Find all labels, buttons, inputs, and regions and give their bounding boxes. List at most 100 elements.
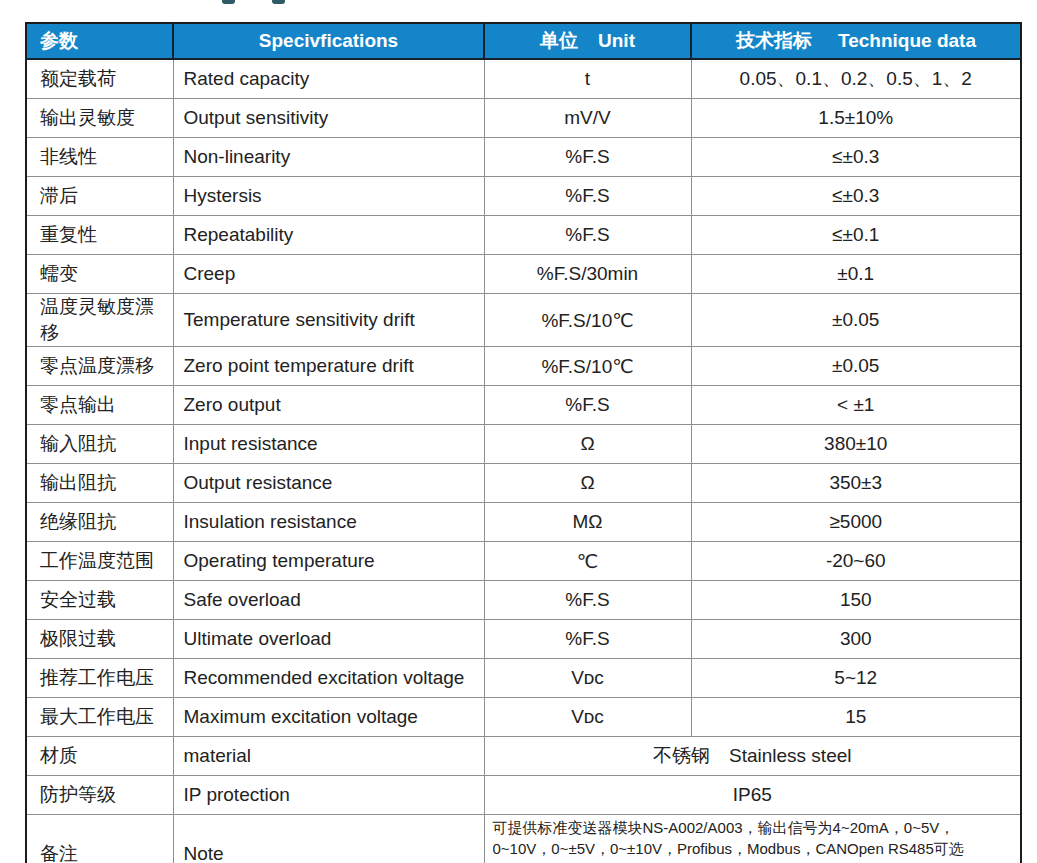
spec-sheet: 参数 Specivfications 单位 Unit 技术指标 Techniqu…: [0, 0, 1037, 863]
param-zh: 推荐工作电压: [26, 659, 173, 698]
param-zh: 极限过载: [26, 620, 173, 659]
note-text-cell: 可提供标准变送器模块NS-A002/A003，输出信号为4~20mA，0~5V，…: [484, 815, 1021, 863]
param-en: Input resistance: [173, 425, 484, 464]
table-row-creep: 蠕变 Creep %F.S/30min ±0.1: [26, 255, 1021, 294]
table-row-output-resistance: 输出阻抗 Output resistance Ω 350±3: [26, 464, 1021, 503]
param-en: Hystersis: [173, 177, 484, 216]
value-cell: 150: [691, 581, 1021, 620]
table-row-note: 备注 Note 可提供标准变送器模块NS-A002/A003，输出信号为4~20…: [26, 815, 1021, 863]
unit-cell: t: [484, 59, 691, 99]
table-row-non-linearity: 非线性 Non-linearity %F.S ≤±0.3: [26, 138, 1021, 177]
value-cell: ±0.05: [691, 347, 1021, 386]
header-param: 参数: [26, 23, 173, 59]
table-row-input-resistance: 输入阻抗 Input resistance Ω 380±10: [26, 425, 1021, 464]
unit-cell: %F.S/30min: [484, 255, 691, 294]
unit-cell: mV/V: [484, 99, 691, 138]
value-cell: 350±3: [691, 464, 1021, 503]
value-cell: ≥5000: [691, 503, 1021, 542]
param-en: Rated capacity: [173, 59, 484, 99]
table-row-material: 材质 material 不锈钢 Stainless steel: [26, 737, 1021, 776]
param-en: Ultimate overload: [173, 620, 484, 659]
value-cell: 300: [691, 620, 1021, 659]
unit-cell: %F.S: [484, 620, 691, 659]
param-en: Zero point temperature drift: [173, 347, 484, 386]
param-en: Output sensitivity: [173, 99, 484, 138]
param-en: Creep: [173, 255, 484, 294]
table-row-insulation-resistance: 绝缘阻抗 Insulation resistance MΩ ≥5000: [26, 503, 1021, 542]
param-zh: 输出灵敏度: [26, 99, 173, 138]
unit-cell: %F.S: [484, 216, 691, 255]
table-row-hysteresis: 滞后 Hystersis %F.S ≤±0.3: [26, 177, 1021, 216]
param-en: Non-linearity: [173, 138, 484, 177]
table-row-maximum-voltage: 最大工作电压 Maximum excitation voltage Vᴅᴄ 15: [26, 698, 1021, 737]
table-row-repeatability: 重复性 Repeatability %F.S ≤±0.1: [26, 216, 1021, 255]
unit-cell: Vᴅᴄ: [484, 698, 691, 737]
param-en: Safe overload: [173, 581, 484, 620]
specification-table: 参数 Specivfications 单位 Unit 技术指标 Techniqu…: [25, 22, 1022, 863]
param-zh: 零点输出: [26, 386, 173, 425]
unit-cell: %F.S: [484, 386, 691, 425]
param-en: Operating temperature: [173, 542, 484, 581]
merged-value-cell: IP65: [484, 776, 1021, 815]
table-row-recommended-voltage: 推荐工作电压 Recommended excitation voltage Vᴅ…: [26, 659, 1021, 698]
param-en: Zero output: [173, 386, 484, 425]
cropped-text-fragment: [272, 0, 285, 4]
value-cell: 380±10: [691, 425, 1021, 464]
note-line-1: 可提供标准变送器模块NS-A002/A003，输出信号为4~20mA，0~5V，: [493, 817, 1015, 838]
unit-cell: ℃: [484, 542, 691, 581]
cropped-text-fragment: [222, 0, 235, 4]
value-cell: ≤±0.3: [691, 138, 1021, 177]
param-zh: 重复性: [26, 216, 173, 255]
param-en: IP protection: [173, 776, 484, 815]
param-zh: 额定载荷: [26, 59, 173, 99]
note-line-2: 0~10V，0~±5V，0~±10V，Profibus，Modbus，CANOp…: [493, 838, 1015, 859]
value-cell: 5~12: [691, 659, 1021, 698]
table-row-output-sensitivity: 输出灵敏度 Output sensitivity mV/V 1.5±10%: [26, 99, 1021, 138]
unit-cell: MΩ: [484, 503, 691, 542]
table-header: 参数 Specivfications 单位 Unit 技术指标 Techniqu…: [26, 23, 1021, 59]
param-en: Repeatability: [173, 216, 484, 255]
param-en: Insulation resistance: [173, 503, 484, 542]
table-row-temp-sensitivity-drift: 温度灵敏度漂移 Temperature sensitivity drift %F…: [26, 294, 1021, 347]
unit-cell: %F.S: [484, 581, 691, 620]
value-cell: ±0.05: [691, 294, 1021, 347]
unit-cell: Ω: [484, 425, 691, 464]
value-cell: ≤±0.3: [691, 177, 1021, 216]
param-zh: 最大工作电压: [26, 698, 173, 737]
header-specifications: Specivfications: [173, 23, 484, 59]
unit-cell: %F.S/10℃: [484, 294, 691, 347]
table-row-ultimate-overload: 极限过载 Ultimate overload %F.S 300: [26, 620, 1021, 659]
param-en: Recommended excitation voltage: [173, 659, 484, 698]
header-unit: 单位 Unit: [484, 23, 691, 59]
unit-cell: Vᴅᴄ: [484, 659, 691, 698]
param-en: Maximum excitation voltage: [173, 698, 484, 737]
value-cell: ±0.1: [691, 255, 1021, 294]
value-cell: 15: [691, 698, 1021, 737]
param-zh: 安全过载: [26, 581, 173, 620]
table-row-zero-temp-drift: 零点温度漂移 Zero point temperature drift %F.S…: [26, 347, 1021, 386]
unit-cell: Ω: [484, 464, 691, 503]
value-cell: ≤±0.1: [691, 216, 1021, 255]
table-row-safe-overload: 安全过载 Safe overload %F.S 150: [26, 581, 1021, 620]
merged-value-cell: 不锈钢 Stainless steel: [484, 737, 1021, 776]
header-unit-zh: 单位: [540, 28, 578, 54]
param-en: Note: [173, 815, 484, 863]
value-cell: < ±1: [691, 386, 1021, 425]
header-technique-zh: 技术指标: [736, 28, 812, 54]
header-technique-en: Technique data: [838, 30, 976, 52]
unit-cell: %F.S: [484, 138, 691, 177]
param-zh: 温度灵敏度漂移: [26, 294, 173, 347]
table-row-rated-capacity: 额定载荷 Rated capacity t 0.05、0.1、0.2、0.5、1…: [26, 59, 1021, 99]
table-row-zero-output: 零点输出 Zero output %F.S < ±1: [26, 386, 1021, 425]
param-en: Temperature sensitivity drift: [173, 294, 484, 347]
param-zh: 工作温度范围: [26, 542, 173, 581]
param-zh: 蠕变: [26, 255, 173, 294]
value-cell: 0.05、0.1、0.2、0.5、1、2: [691, 59, 1021, 99]
param-en: material: [173, 737, 484, 776]
unit-cell: %F.S: [484, 177, 691, 216]
param-zh: 零点温度漂移: [26, 347, 173, 386]
param-en: Output resistance: [173, 464, 484, 503]
table-row-operating-temperature: 工作温度范围 Operating temperature ℃ -20~60: [26, 542, 1021, 581]
param-zh: 材质: [26, 737, 173, 776]
unit-cell: %F.S/10℃: [484, 347, 691, 386]
